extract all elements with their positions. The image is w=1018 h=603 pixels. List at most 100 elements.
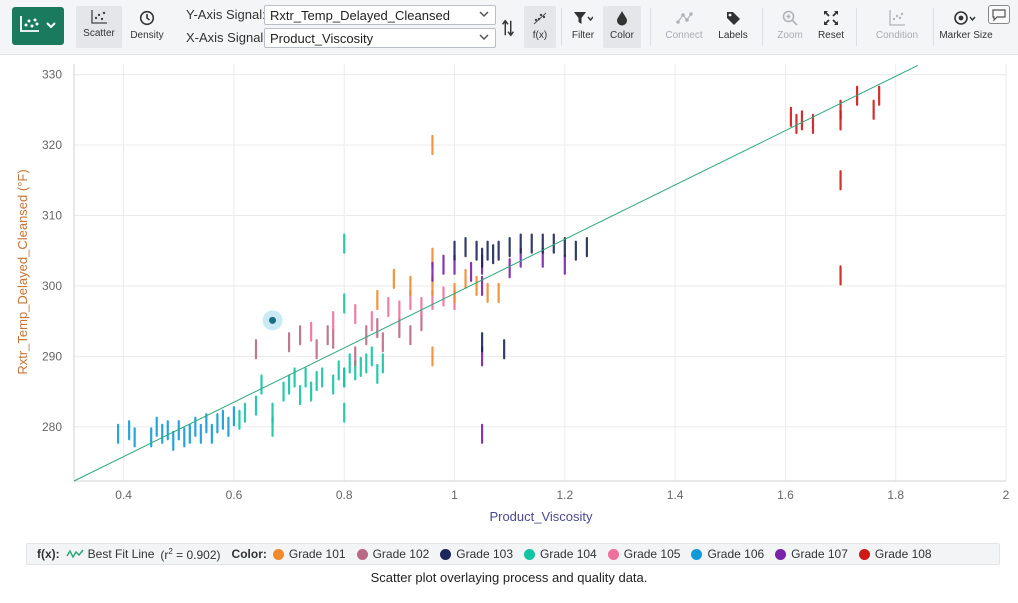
grade-legend-item[interactable]: Grade 106 <box>691 547 764 561</box>
y-tick-label: 280 <box>42 420 62 434</box>
labels-button[interactable]: Labels <box>713 6 753 48</box>
zoom-button[interactable]: Zoom <box>772 6 808 48</box>
toolbar: Scatter Density Y-Axis Signal: Rxtr_Temp… <box>0 0 1018 55</box>
x-axis-label: Product_Viscosity <box>489 509 593 524</box>
x-tick-label: 1.8 <box>887 488 904 502</box>
grade-legend-item[interactable]: Grade 103 <box>440 547 513 561</box>
y-tick-label: 290 <box>42 349 62 363</box>
highlighted-point[interactable] <box>262 310 283 331</box>
marker-size-label: Marker Size <box>939 30 993 41</box>
fx-label: f(x) <box>532 30 548 41</box>
fx-button[interactable]: f(x) <box>524 6 556 48</box>
y-axis-ticks: 280 290 300 310 320 330 <box>42 68 62 434</box>
swap-axes-button[interactable] <box>498 14 518 42</box>
grade-legend-item[interactable]: Grade 107 <box>775 547 848 561</box>
grade-legend-item[interactable]: Grade 102 <box>356 547 430 561</box>
x-signal-value: Product_Viscosity <box>270 30 374 46</box>
scatter-icon <box>91 10 107 24</box>
density-label: Density <box>130 30 164 41</box>
color-swatch <box>775 548 787 560</box>
best-fit-legend-item[interactable]: Best Fit Line (r2 = 0.902) <box>66 547 221 562</box>
condition-button[interactable]: Condition <box>868 6 926 48</box>
target-icon <box>954 11 976 25</box>
chat-icon <box>992 9 1006 22</box>
chevron-down-icon <box>45 17 57 35</box>
density-button[interactable]: Density <box>125 6 169 48</box>
color-swatch <box>691 548 703 560</box>
grade-legend-item[interactable]: Grade 101 <box>272 547 346 561</box>
color-swatch <box>524 548 536 560</box>
scatter-mode-icon <box>19 15 41 38</box>
y-signal-label: Y-Axis Signal: <box>186 7 266 22</box>
toolbar-divider <box>856 8 857 46</box>
toolbar-divider <box>650 8 651 46</box>
x-signal-select[interactable]: Product_Viscosity <box>264 28 496 48</box>
x-tick-label: 1.4 <box>667 488 684 502</box>
chart-mode-button[interactable] <box>12 7 64 45</box>
chart-legend: f(x): Best Fit Line (r2 = 0.902) Color: … <box>26 543 1000 565</box>
grade-legend-item[interactable]: Grade 108 <box>858 547 932 561</box>
filter-label: Filter <box>571 30 595 41</box>
fx-legend-label: f(x): <box>37 547 60 561</box>
best-fit-label: Best Fit Line <box>87 547 155 561</box>
grade-legend-item[interactable]: Grade 104 <box>524 547 597 561</box>
x-tick-label: 0.4 <box>115 488 132 502</box>
x-tick-label: 1.2 <box>556 488 573 502</box>
reset-button[interactable]: Reset <box>813 6 849 48</box>
y-tick-label: 330 <box>42 68 62 82</box>
color-swatch <box>440 548 452 560</box>
labels-label: Labels <box>718 30 748 41</box>
filter-button[interactable]: Filter <box>566 6 600 48</box>
grade-label: Grade 102 <box>372 547 430 561</box>
condition-label: Condition <box>875 30 919 41</box>
color-swatch <box>607 548 619 560</box>
scatter-label: Scatter <box>83 28 115 39</box>
y-tick-label: 310 <box>42 208 62 222</box>
scatter-chart[interactable]: 280 290 300 310 320 330 0.4 0.6 0.8 1 1.2 1.4 1.6 1.… <box>0 54 1018 546</box>
best-fit-line <box>73 64 918 482</box>
x-tick-label: 2 <box>1003 488 1010 502</box>
connect-label: Connect <box>665 30 703 41</box>
tag-icon <box>727 12 740 25</box>
clock-icon <box>139 10 155 26</box>
toolbar-divider <box>561 8 562 46</box>
grade-label: Grade 108 <box>874 547 932 561</box>
chevron-down-icon <box>477 30 491 47</box>
marker-size-button[interactable]: Marker Size <box>938 6 994 48</box>
connect-button[interactable]: Connect <box>662 6 706 48</box>
color-button[interactable]: Color <box>603 6 641 48</box>
chevron-down-icon <box>477 7 491 24</box>
grade-label: Grade 101 <box>288 547 346 561</box>
grade-legend-item[interactable]: Grade 105 <box>607 547 681 561</box>
x-tick-label: 0.6 <box>226 488 243 502</box>
filter-icon <box>574 12 593 24</box>
color-swatch <box>356 548 368 560</box>
zoom-label: Zoom <box>777 30 803 41</box>
x-signal-label: X-Axis Signal: <box>186 30 267 45</box>
y-axis-label: Rxtr_Temp_Delayed_Cleansed (°F) <box>15 169 30 374</box>
color-swatch <box>272 548 284 560</box>
y-signal-value: Rxtr_Temp_Delayed_Cleansed <box>270 7 450 23</box>
color-legend-label: Color: <box>231 547 267 561</box>
scatter-button[interactable]: Scatter <box>76 6 122 48</box>
x-tick-label: 1.6 <box>777 488 794 502</box>
annotation-button[interactable] <box>988 5 1010 24</box>
highlight-marker <box>269 316 277 324</box>
color-label: Color <box>610 30 634 41</box>
connect-icon <box>676 12 693 24</box>
droplet-icon <box>617 11 627 26</box>
grade-legend-items: Grade 101 Grade 102 Grade 103 Grade 104 Grad… <box>272 547 943 561</box>
trend-scatter-icon <box>533 12 547 25</box>
figure-caption: Scatter plot overlaying process and qual… <box>370 570 648 585</box>
toolbar-divider <box>933 8 934 46</box>
condition-scatter-icon <box>889 10 905 26</box>
swap-vertical-icon <box>501 19 515 37</box>
toolbar-divider <box>762 8 763 46</box>
color-swatch <box>858 548 870 560</box>
x-tick-label: 0.8 <box>336 488 353 502</box>
y-tick-label: 300 <box>42 279 62 293</box>
y-signal-select[interactable]: Rxtr_Temp_Delayed_Cleansed <box>264 5 496 25</box>
r-squared-value: (r2 = 0.902) <box>160 546 221 562</box>
x-tick-label: 1 <box>451 488 458 502</box>
grade-label: Grade 105 <box>623 547 681 561</box>
